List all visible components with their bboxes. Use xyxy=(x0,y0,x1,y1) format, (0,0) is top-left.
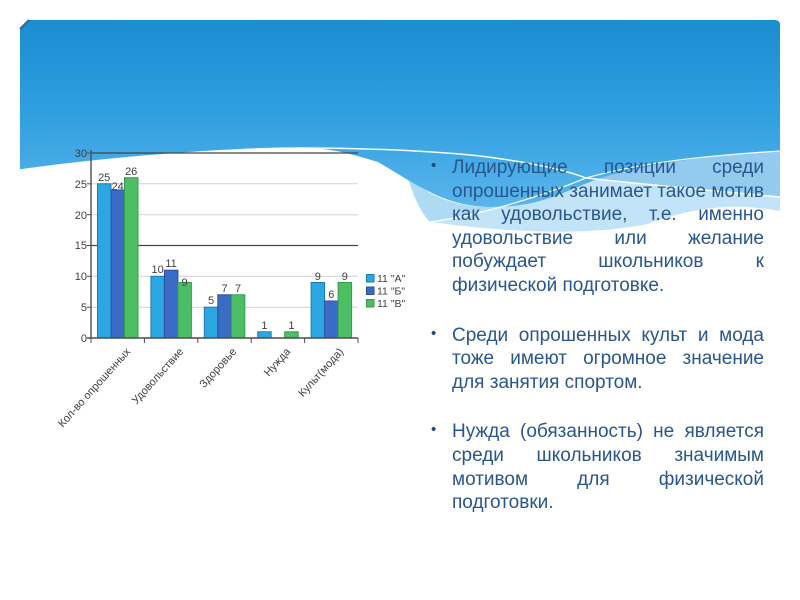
svg-text:5: 5 xyxy=(208,295,214,307)
svg-text:9: 9 xyxy=(342,271,348,283)
svg-text:11 "В": 11 "В" xyxy=(377,298,406,310)
svg-text:Здоровье: Здоровье xyxy=(197,346,239,391)
svg-text:7: 7 xyxy=(235,283,241,295)
svg-text:Культ(мода): Культ(мода) xyxy=(296,346,346,400)
svg-text:20: 20 xyxy=(75,210,87,222)
svg-text:7: 7 xyxy=(221,283,227,295)
svg-text:25: 25 xyxy=(98,172,110,184)
svg-text:25: 25 xyxy=(75,179,87,191)
svg-text:30: 30 xyxy=(75,148,87,160)
svg-text:24: 24 xyxy=(112,181,124,193)
svg-text:11 "Б": 11 "Б" xyxy=(377,286,405,298)
svg-text:5: 5 xyxy=(81,302,87,314)
svg-text:11 "А": 11 "А" xyxy=(377,273,406,285)
svg-text:10: 10 xyxy=(151,264,163,276)
svg-text:10: 10 xyxy=(75,271,87,283)
svg-text:1: 1 xyxy=(288,320,294,332)
svg-text:Удовольствие: Удовольствие xyxy=(130,346,186,407)
svg-text:6: 6 xyxy=(328,289,334,301)
svg-text:Нужда: Нужда xyxy=(262,345,294,379)
svg-text:11: 11 xyxy=(165,258,176,270)
svg-text:1: 1 xyxy=(261,320,267,332)
svg-text:Кол-во опрошенных: Кол-во опрошенных xyxy=(56,346,134,430)
svg-text:15: 15 xyxy=(75,240,87,252)
svg-text:9: 9 xyxy=(315,271,321,283)
svg-text:9: 9 xyxy=(182,277,188,289)
svg-text:0: 0 xyxy=(81,333,87,345)
svg-text:26: 26 xyxy=(125,166,137,178)
